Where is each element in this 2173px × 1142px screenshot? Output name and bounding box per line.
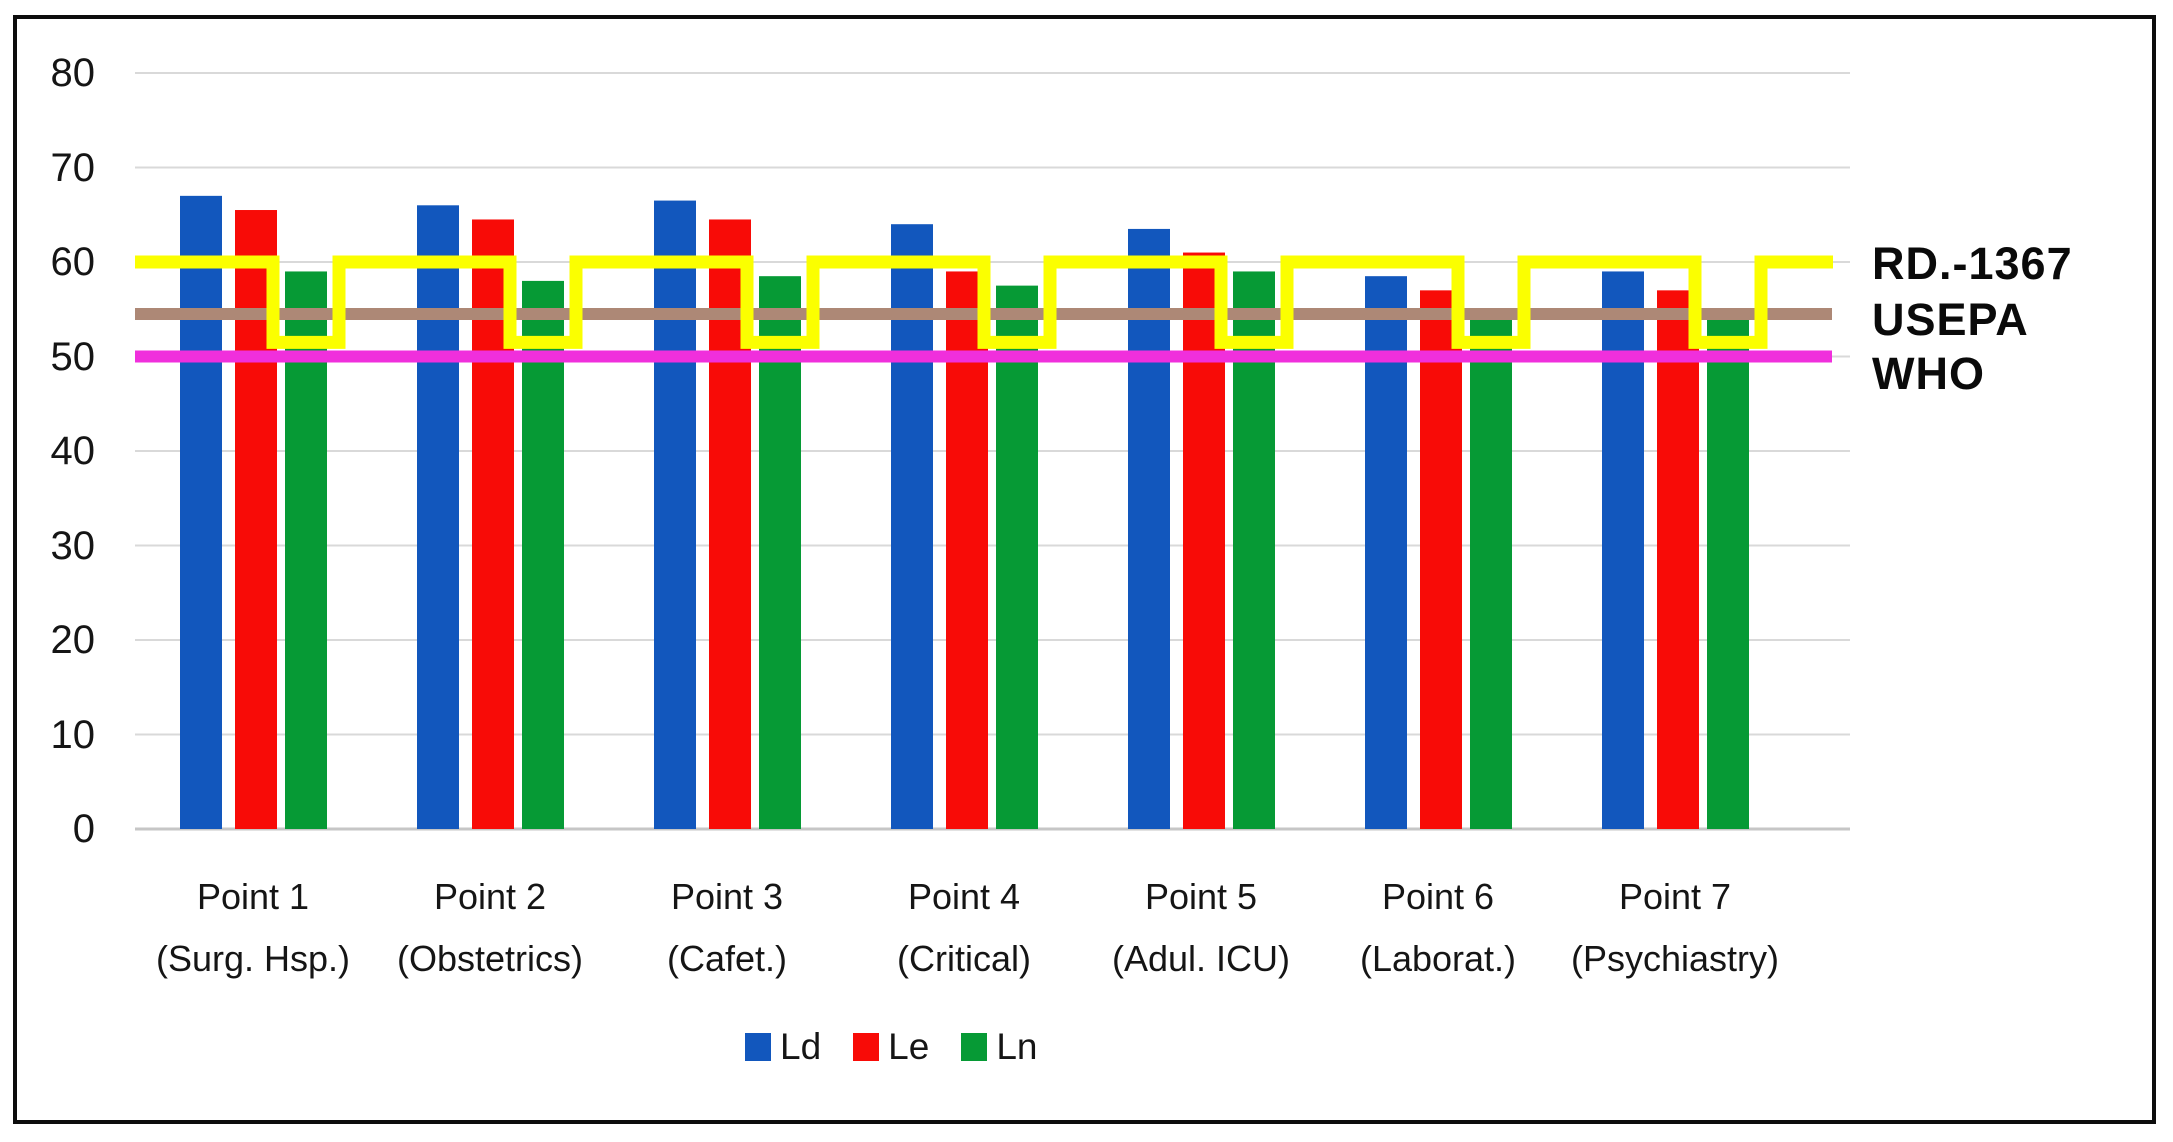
bar-ld-point-6 bbox=[1365, 276, 1407, 829]
legend-label-ln: Ln bbox=[996, 1026, 1038, 1067]
y-tick-label-80: 80 bbox=[50, 51, 96, 95]
bar-le-point-7 bbox=[1657, 290, 1699, 830]
bar-le-point-4 bbox=[946, 271, 988, 829]
bar-le-point-6 bbox=[1420, 290, 1462, 830]
chart-outer-border bbox=[13, 15, 2156, 1124]
ref-line-label-usepa: USEPA bbox=[1872, 294, 2029, 345]
bar-ln-point-5 bbox=[1233, 271, 1275, 829]
x-label-point-7: Point 7 (Psychiastry) bbox=[1570, 876, 1780, 979]
ref-line-label-who: WHO bbox=[1872, 348, 1985, 399]
bar-ld-point-5 bbox=[1128, 228, 1170, 830]
x-label-point-5: Point 5 (Adul. ICU) bbox=[1111, 876, 1291, 979]
bar-ln-point-6 bbox=[1470, 318, 1512, 829]
y-tick-label-60: 60 bbox=[50, 240, 96, 284]
bar-ln-point-7 bbox=[1707, 313, 1749, 830]
legend-swatch-ln bbox=[961, 1033, 988, 1061]
y-tick-label-10: 10 bbox=[50, 712, 96, 757]
bar-ld-point-7 bbox=[1602, 271, 1644, 829]
y-tick-label-50: 50 bbox=[50, 334, 96, 379]
chart-legend: Ld Le Ln bbox=[745, 1026, 1037, 1068]
legend-item-le: Le bbox=[853, 1026, 929, 1068]
legend-label-le: Le bbox=[888, 1026, 930, 1067]
legend-swatch-ld bbox=[745, 1033, 771, 1061]
x-label-point-2: Point 2 (Obstetrics) bbox=[396, 876, 583, 979]
y-tick-label-0: 0 bbox=[72, 807, 95, 851]
bar-ln-point-3 bbox=[759, 276, 801, 829]
legend-swatch-le bbox=[853, 1033, 880, 1061]
bar-ln-point-2 bbox=[522, 280, 564, 829]
bar-ld-point-4 bbox=[891, 224, 933, 829]
y-tick-label-20: 20 bbox=[50, 618, 96, 662]
x-label-point-4: Point 4 (Critical) bbox=[897, 876, 1031, 979]
x-label-point-3: Point 3 (Cafet.) bbox=[666, 876, 788, 979]
y-tick-label-70: 70 bbox=[50, 145, 96, 190]
bar-ld-point-1 bbox=[180, 195, 222, 830]
x-label-point-1: Point 1 (Surg. Hsp.) bbox=[155, 876, 351, 979]
bar-ln-point-1 bbox=[285, 271, 327, 829]
y-tick-label-40: 40 bbox=[50, 429, 96, 473]
ref-line-label-rd1367: RD.-1367 bbox=[1872, 238, 2073, 289]
x-label-point-6: Point 6 (Laborat.) bbox=[1359, 876, 1517, 979]
ref-line-stepped-rd1367 bbox=[135, 255, 1833, 349]
legend-item-ld: Ld bbox=[745, 1026, 821, 1068]
bar-ld-point-3 bbox=[654, 200, 696, 829]
bar-ln-point-4 bbox=[996, 285, 1038, 829]
bar-ld-point-2 bbox=[417, 205, 459, 830]
legend-item-ln: Ln bbox=[961, 1026, 1037, 1068]
legend-label-ld: Ld bbox=[780, 1026, 822, 1067]
y-tick-label-30: 30 bbox=[50, 523, 96, 568]
